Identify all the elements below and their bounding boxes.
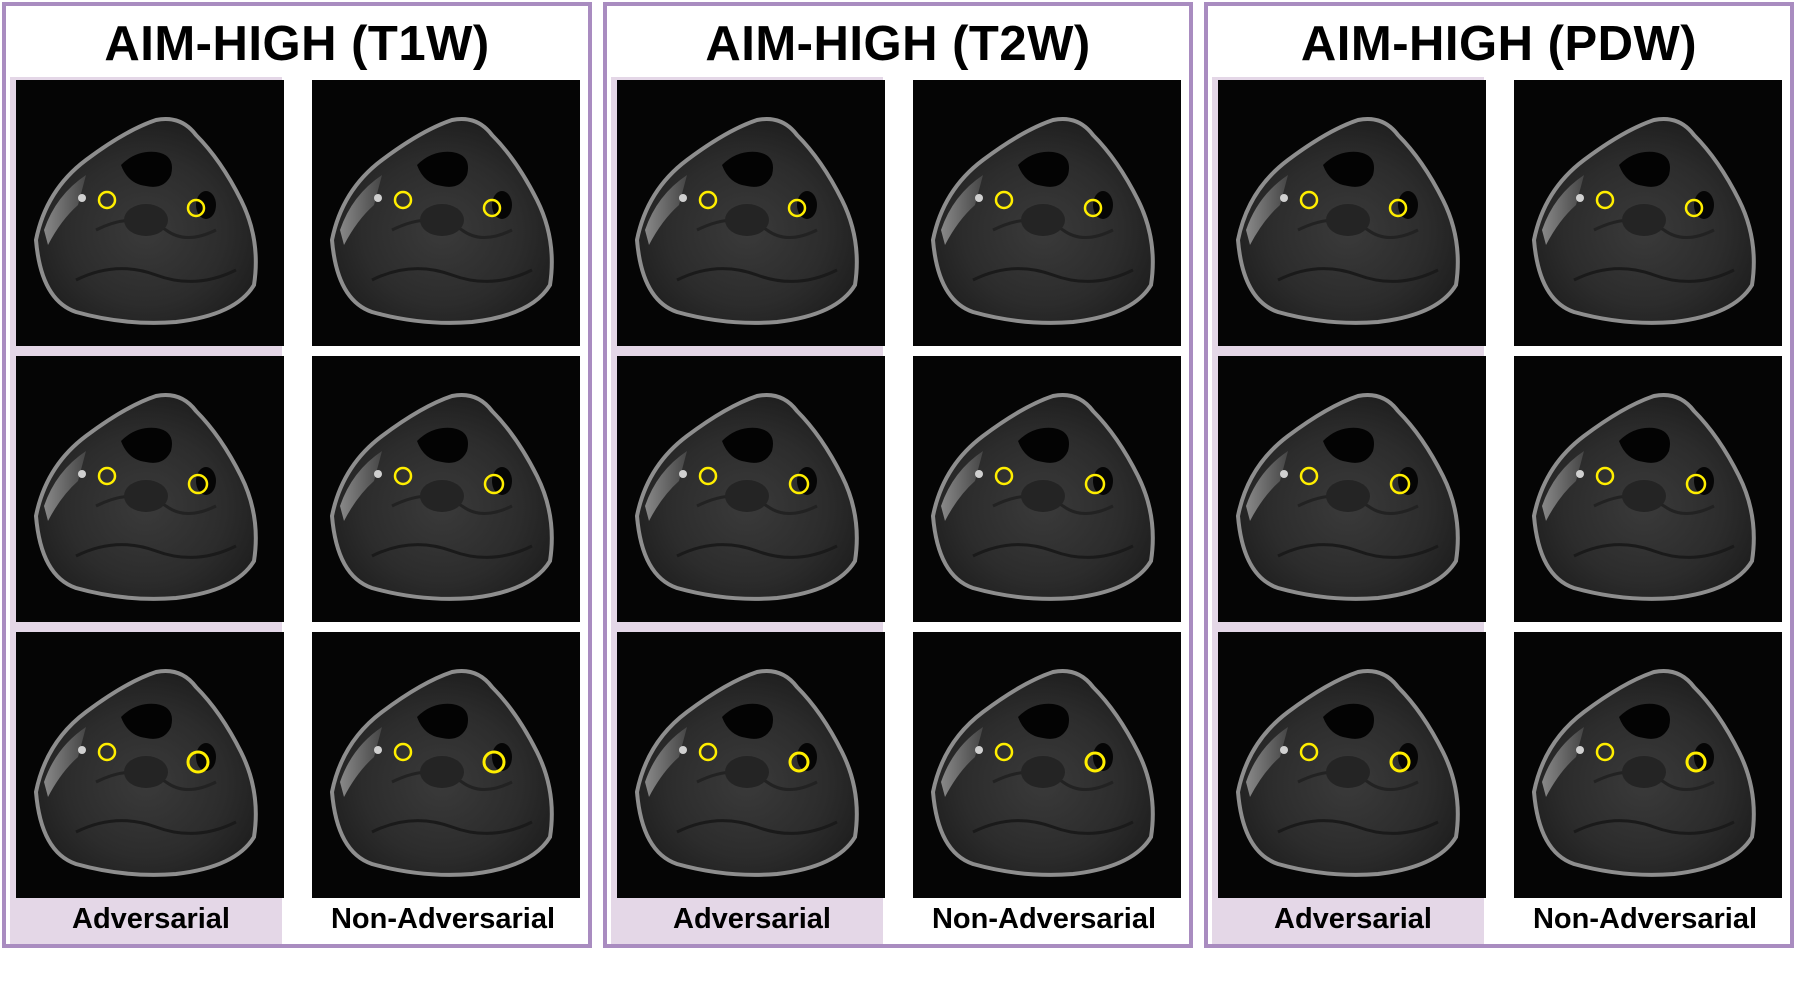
column-label-non-adversarial: Non-Adversarial — [330, 903, 555, 935]
scan-image — [1218, 632, 1486, 898]
scan-image — [1514, 356, 1782, 622]
scan-image — [617, 632, 885, 898]
scan-image — [1218, 356, 1486, 622]
panel-pdw: AIM-HIGH (PDW) — [1204, 2, 1794, 948]
scan-image — [16, 356, 284, 622]
scan-image — [1218, 80, 1486, 346]
scan-image — [312, 632, 580, 898]
scan-image — [16, 632, 284, 898]
column-label-adversarial: Adversarial — [72, 903, 230, 935]
scan-image — [312, 356, 580, 622]
panel-t2w: AIM-HIGH (T2W) — [603, 2, 1193, 948]
column-label-non-adversarial: Non-Adversarial — [931, 903, 1156, 935]
scan-image — [617, 80, 885, 346]
panel-title: AIM-HIGH (T2W) — [705, 17, 1091, 71]
scan-image — [913, 356, 1181, 622]
column-label-non-adversarial: Non-Adversarial — [1532, 903, 1757, 935]
panel-title: AIM-HIGH (T1W) — [104, 17, 490, 71]
scan-image — [913, 632, 1181, 898]
scan-image — [1514, 632, 1782, 898]
panel-t1w: AIM-HIGH (T1W) — [2, 2, 592, 948]
scan-image — [1514, 80, 1782, 346]
column-label-adversarial: Adversarial — [673, 903, 831, 935]
column-label-adversarial: Adversarial — [1274, 903, 1432, 935]
scan-image — [913, 80, 1181, 346]
panel-title: AIM-HIGH (PDW) — [1300, 17, 1698, 71]
scan-image — [617, 356, 885, 622]
scan-image — [312, 80, 580, 346]
scan-image — [16, 80, 284, 346]
